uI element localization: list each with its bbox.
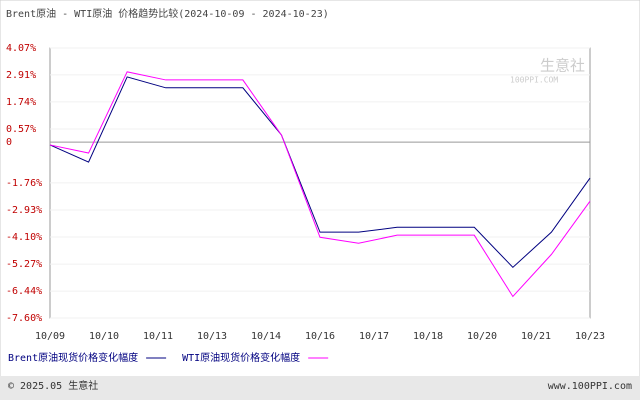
legend-label: Brent原油现货价格变化幅度 bbox=[8, 351, 138, 364]
watermark: 生意社 bbox=[540, 57, 585, 75]
y-tick-label: 1.74% bbox=[6, 97, 36, 108]
y-tick-label: -1.76% bbox=[6, 178, 42, 189]
y-tick-label: 0.57% bbox=[6, 124, 36, 135]
x-tick-label: 10/23 bbox=[575, 331, 605, 342]
watermark: 100PPI.COM bbox=[510, 76, 558, 85]
y-tick-label: -6.44% bbox=[6, 286, 42, 297]
chart-title: Brent原油 - WTI原油 价格趋势比较(2024-10-09 - 2024… bbox=[6, 7, 329, 20]
x-tick-label: 10/17 bbox=[359, 331, 389, 342]
y-tick-label: -4.10% bbox=[6, 232, 42, 243]
x-tick-label: 10/18 bbox=[413, 331, 443, 342]
x-tick-label: 10/11 bbox=[143, 331, 173, 342]
legend-label: WTI原油现货价格变化幅度 bbox=[182, 351, 300, 364]
x-tick-label: 10/13 bbox=[197, 331, 227, 342]
y-tick-label: -5.27% bbox=[6, 259, 42, 270]
y-tick-label: 4.07% bbox=[6, 43, 36, 54]
x-tick-label: 10/21 bbox=[521, 331, 551, 342]
x-tick-label: 10/10 bbox=[89, 331, 119, 342]
y-tick-label: -2.93% bbox=[6, 205, 42, 216]
x-tick-label: 10/09 bbox=[35, 331, 65, 342]
x-tick-label: 10/14 bbox=[251, 331, 281, 342]
y-tick-label: 2.91% bbox=[6, 70, 36, 81]
y-tick-label: 0 bbox=[6, 137, 12, 148]
x-tick-label: 10/16 bbox=[305, 331, 335, 342]
series-line bbox=[49, 71, 591, 298]
footer-bar bbox=[0, 376, 640, 400]
footer-right: www.100PPI.com bbox=[548, 381, 632, 392]
series-line bbox=[49, 76, 591, 269]
y-tick-label: -7.60% bbox=[6, 313, 42, 324]
x-tick-label: 10/20 bbox=[467, 331, 497, 342]
footer-left: © 2025.05 生意社 bbox=[8, 379, 98, 392]
